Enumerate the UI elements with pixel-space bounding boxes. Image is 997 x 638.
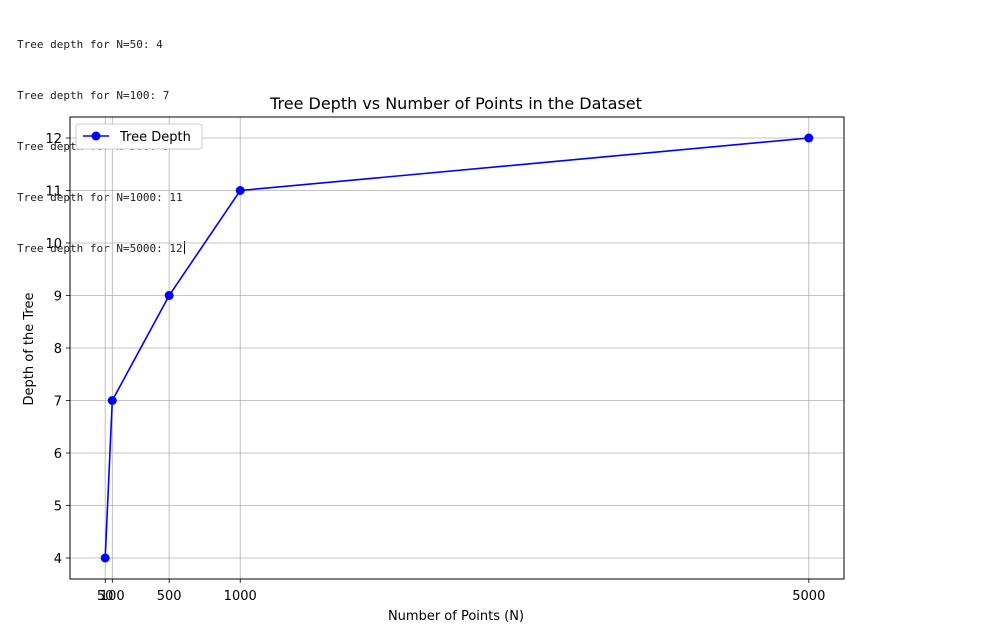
series-group [100, 133, 814, 563]
data-point [100, 553, 110, 563]
console-line: Tree depth for N=100: 7 [17, 89, 170, 102]
legend-marker [91, 131, 101, 141]
console-output: Tree depth for N=50: 4 Tree depth for N=… [17, 2, 185, 274]
plot-frame [69, 116, 845, 580]
y-tick-label: 5 [54, 500, 62, 515]
y-tick-label: 11 [45, 185, 62, 200]
legend: Tree Depth [75, 123, 203, 150]
data-point [235, 186, 245, 195]
data-point [804, 133, 814, 143]
console-line-text: Tree depth for N=5000: 12 [17, 242, 183, 255]
y-tick-label: 7 [54, 395, 62, 410]
x-axis-label: Number of Points (N) [388, 609, 524, 624]
y-tick-label: 6 [54, 447, 62, 462]
y-axis-label: Depth of the Tree [22, 293, 37, 406]
x-tick-label: 500 [157, 589, 182, 604]
chart-title: Tree Depth vs Number of Points in the Da… [269, 94, 642, 113]
x-tick-label: 1000 [224, 589, 257, 604]
x-tick-label: 100 [100, 589, 125, 604]
console-line: Tree depth for N=5000: 12 [17, 240, 185, 257]
text-cursor [183, 241, 185, 254]
y-tick-label: 12 [45, 132, 62, 147]
y-tick-label: 4 [54, 552, 62, 567]
console-line: Tree depth for N=50: 4 [17, 38, 163, 51]
legend-label: Tree Depth [119, 130, 191, 145]
data-point [107, 396, 117, 405]
legend-box [75, 123, 203, 150]
grid-lines [70, 117, 844, 579]
y-tick-label: 8 [54, 342, 62, 357]
console-line: Tree depth for N=1000: 11 [17, 191, 183, 204]
y-tick-label: 9 [54, 290, 62, 305]
y-tick-label: 10 [45, 237, 62, 252]
x-tick-label: 50 [97, 589, 114, 604]
data-point [164, 291, 174, 300]
x-tick-label: 5000 [792, 589, 825, 604]
